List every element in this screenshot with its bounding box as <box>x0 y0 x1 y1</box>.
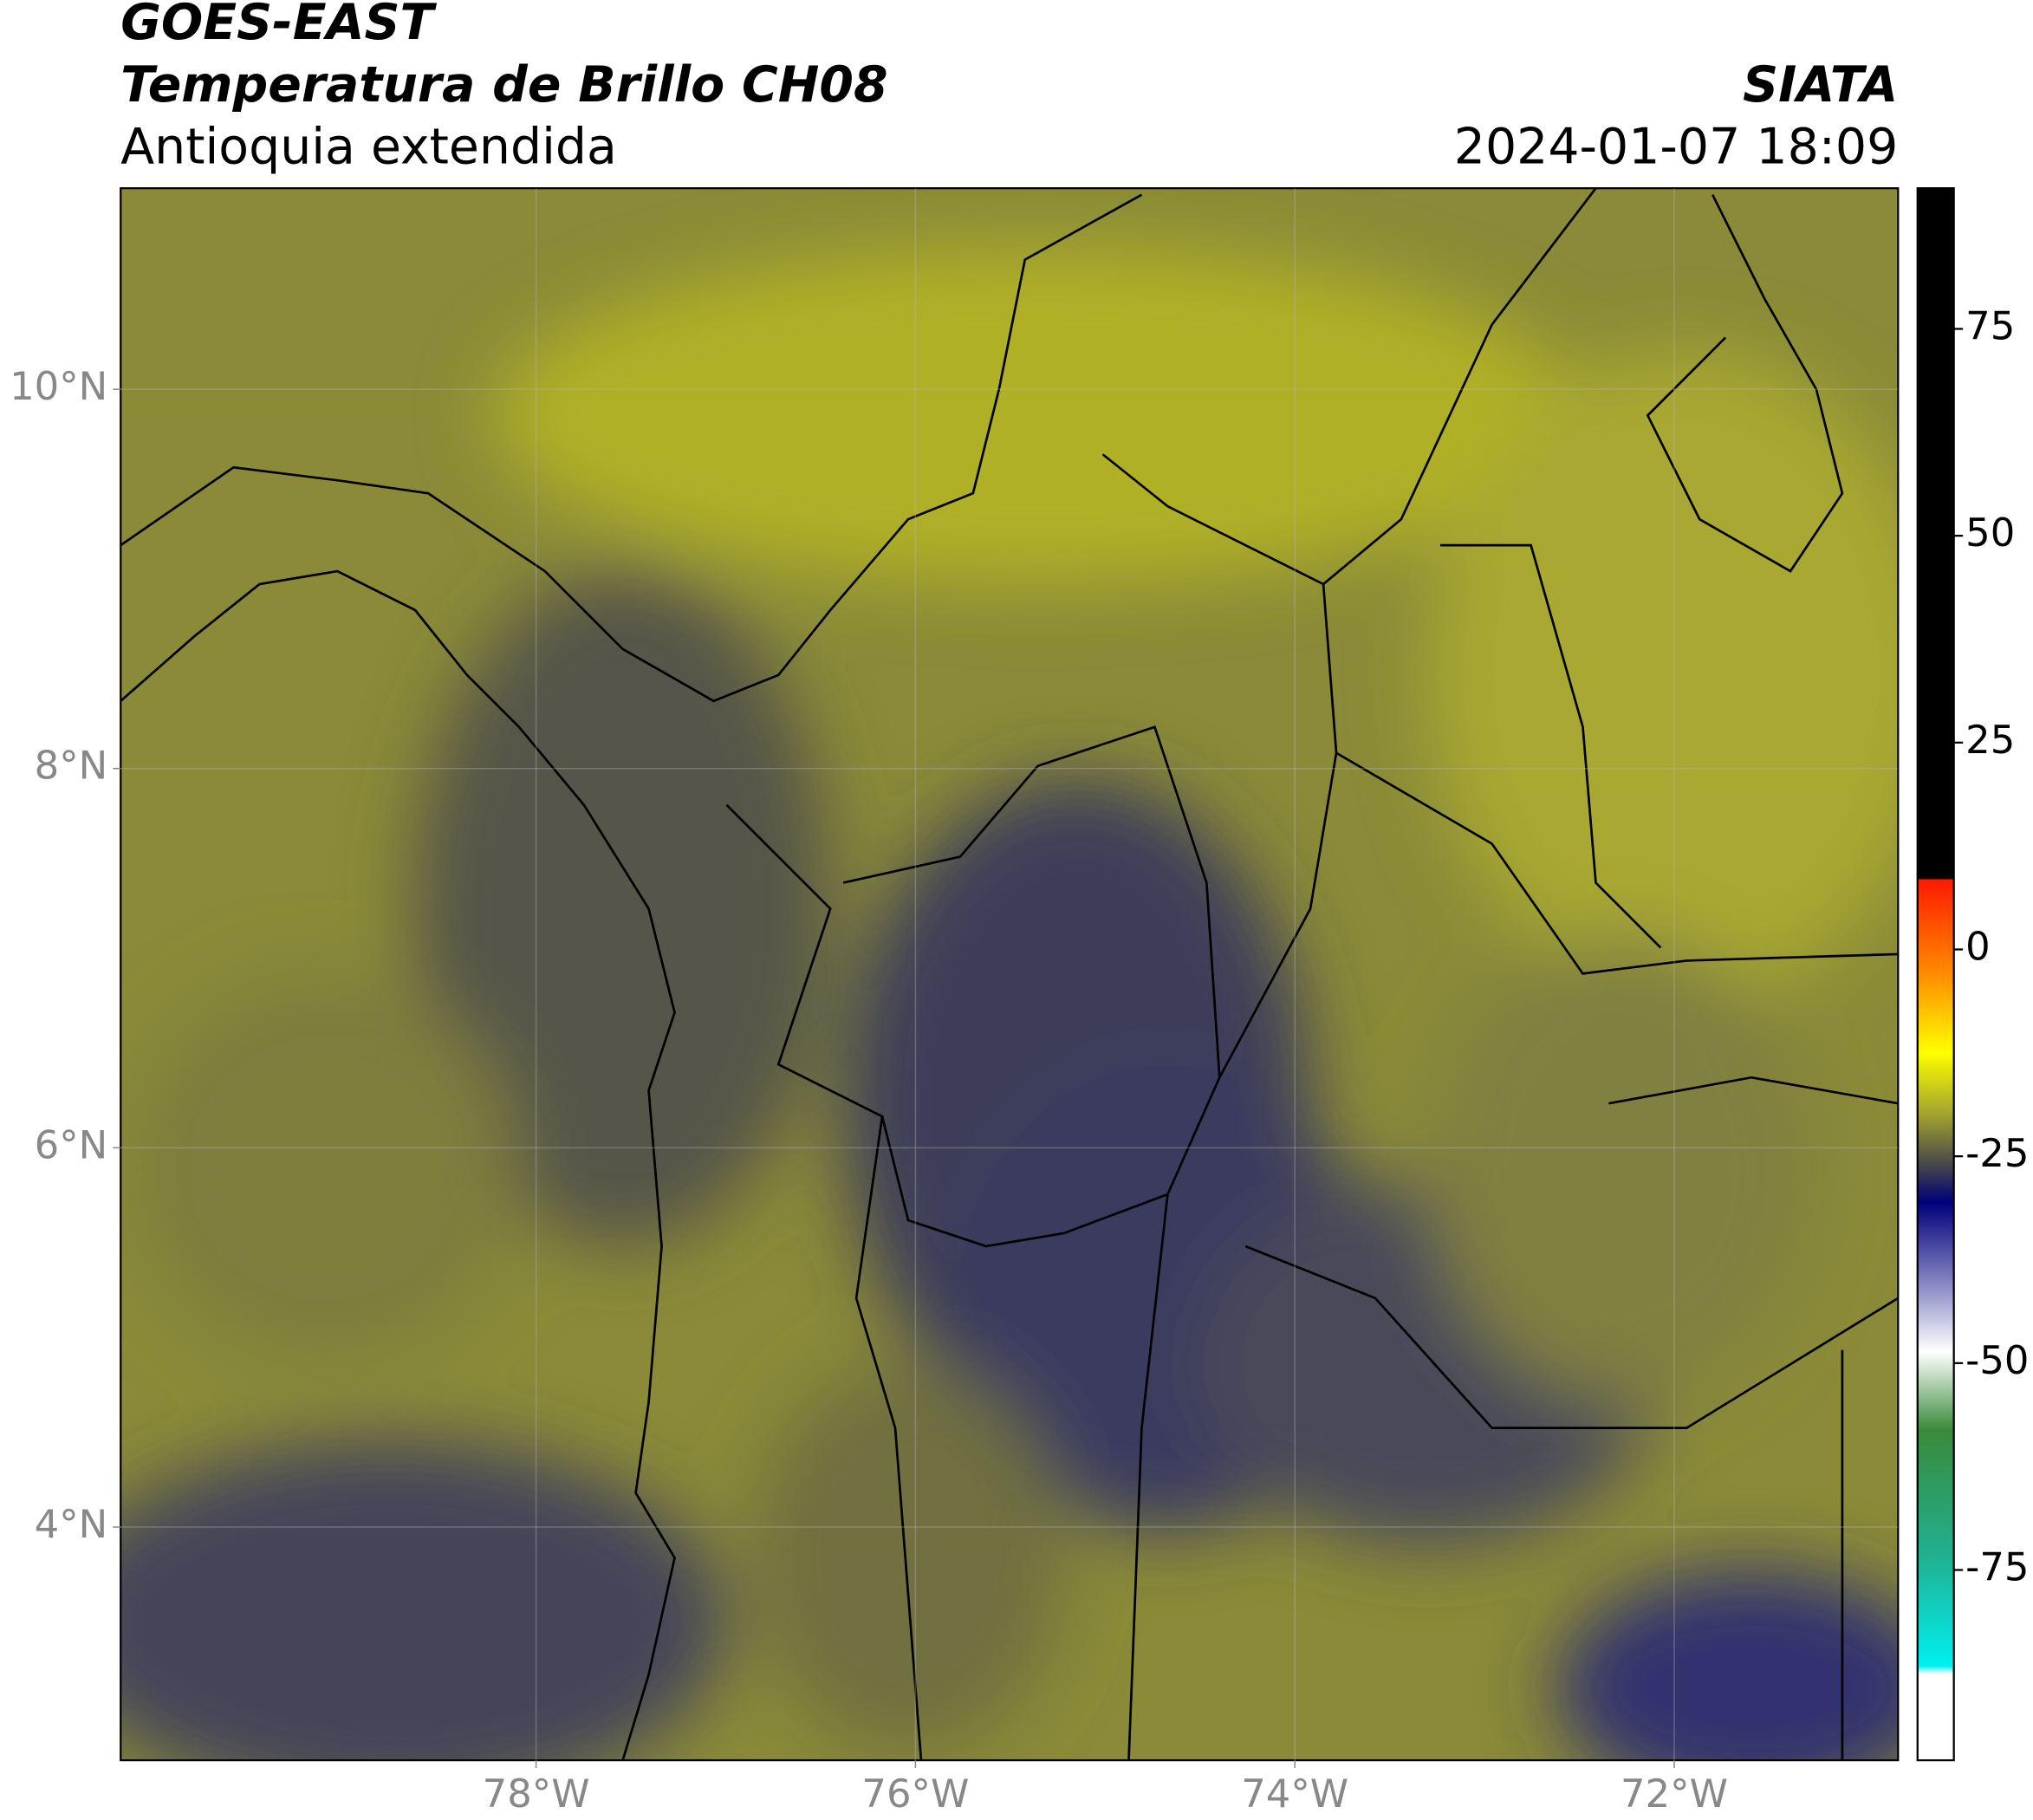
x-tick-label: 76°W <box>861 1771 969 1817</box>
header: GOES-EAST Temperatura de Brillo CH08 Ant… <box>120 0 1898 176</box>
colorbar-label: -25 <box>1965 1130 2029 1176</box>
datetime: 2024-01-07 18:09 <box>1454 119 1899 176</box>
region: Antioquia extendida <box>120 119 617 176</box>
x-tick-label: 72°W <box>1621 1771 1728 1817</box>
x-tick-label: 78°W <box>483 1771 590 1817</box>
colorbar-label: 75 <box>1965 302 2015 348</box>
y-tick-label: 4°N <box>35 1501 108 1547</box>
colorbar-label: 25 <box>1965 717 2015 763</box>
title: GOES-EAST <box>120 0 437 51</box>
satellite-image <box>120 188 1899 1761</box>
colorbar-label: -50 <box>1965 1337 2029 1383</box>
map-frame <box>120 187 1900 1762</box>
colorbar-label: 0 <box>1965 923 1991 969</box>
colorbar <box>1916 187 1955 1762</box>
y-tick-label: 10°N <box>10 363 107 409</box>
colorbar-label: 50 <box>1965 510 2015 556</box>
y-tick-label: 6°N <box>35 1121 108 1167</box>
x-tick-label: 74°W <box>1241 1771 1348 1817</box>
colorbar-label: -75 <box>1965 1544 2029 1590</box>
y-tick-label: 8°N <box>35 743 108 789</box>
source: SIATA <box>1743 56 1898 114</box>
subtitle: Temperatura de Brillo CH08 <box>120 56 887 114</box>
